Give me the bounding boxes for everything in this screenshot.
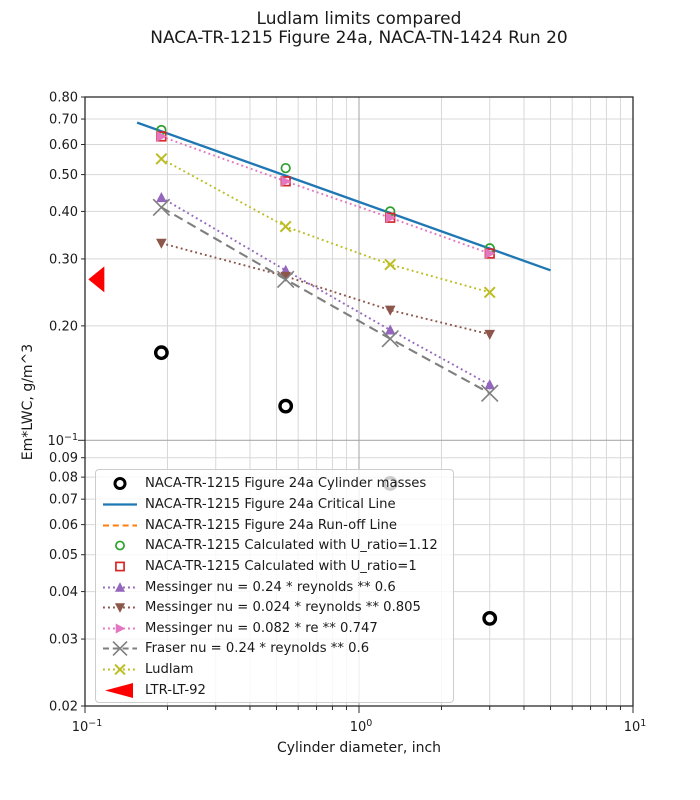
svg-text:0.70: 0.70 xyxy=(49,113,78,128)
ltr-lt-92-marker-icon xyxy=(100,681,140,700)
svg-text:0.07: 0.07 xyxy=(49,493,78,508)
messinger-nu-024-marker-icon xyxy=(100,578,140,597)
runoff-line-marker-icon xyxy=(100,516,140,535)
cylinder-masses-marker-icon xyxy=(100,474,140,493)
legend-item-label: NACA-TR-1215 Figure 24a Cylinder masses xyxy=(145,476,427,492)
legend-item-fraser: Fraser nu = 0.24 * reynolds ** 0.6 xyxy=(96,639,453,660)
svg-text:0.02: 0.02 xyxy=(49,700,78,715)
svg-text:101: 101 xyxy=(624,718,647,735)
legend-item-critical-line: NACA-TR-1215 Figure 24a Critical Line xyxy=(96,494,453,515)
calc-u-ratio-1-12-marker-icon xyxy=(100,536,140,555)
series-calc-u-ratio-1 xyxy=(156,131,495,259)
series-ltr-lt-92 xyxy=(88,266,105,293)
svg-text:10−1: 10−1 xyxy=(47,432,78,449)
legend-item-label: Fraser nu = 0.24 * reynolds ** 0.6 xyxy=(145,641,370,657)
legend-item-label: NACA-TR-1215 Calculated with U_ratio=1 xyxy=(145,558,417,574)
svg-text:0.80: 0.80 xyxy=(49,91,78,106)
chart-title-line1: Ludlam limits compared xyxy=(256,9,462,29)
svg-text:0.09: 0.09 xyxy=(49,451,78,466)
series-critical-line xyxy=(136,121,551,272)
x-axis-label: Cylinder diameter, inch xyxy=(276,740,442,756)
svg-text:10−1: 10−1 xyxy=(72,718,103,735)
svg-text:0.06: 0.06 xyxy=(49,518,78,533)
critical-line-marker-icon xyxy=(100,495,140,514)
legend-item-messinger-nu-0024: Messinger nu = 0.024 * reynolds ** 0.805 xyxy=(96,597,453,618)
svg-text:0.03: 0.03 xyxy=(49,633,78,648)
svg-text:0.30: 0.30 xyxy=(49,252,78,267)
legend-item-label: Messinger nu = 0.082 * re ** 0.747 xyxy=(145,620,378,636)
legend-item-label: LTR-LT-92 xyxy=(145,682,206,698)
svg-text:0.08: 0.08 xyxy=(49,471,78,486)
legend-item-label: Messinger nu = 0.024 * reynolds ** 0.805 xyxy=(145,600,421,616)
legend: NACA-TR-1215 Figure 24a Cylinder masses N… xyxy=(95,469,454,703)
legend-item-messinger-nu-024: Messinger nu = 0.24 * reynolds ** 0.6 xyxy=(96,577,453,598)
legend-item-label: Ludlam xyxy=(145,662,194,678)
svg-text:0.05: 0.05 xyxy=(49,548,78,563)
legend-item-runoff-line: NACA-TR-1215 Figure 24a Run-off Line xyxy=(96,515,453,536)
y-axis-label: Em*LWC, g/m^3 xyxy=(20,343,36,461)
chart-title-line2: NACA-TR-1215 Figure 24a, NACA-TN-1424 Ru… xyxy=(150,27,568,48)
messinger-nu-0024-marker-icon xyxy=(100,598,140,617)
calc-u-ratio-1-marker-icon xyxy=(100,557,140,576)
chart-title: Ludlam limits compared NACA-TR-1215 Figu… xyxy=(85,10,633,47)
legend-item-ludlam: Ludlam xyxy=(96,659,453,680)
legend-item-messinger-nu-0082: Messinger nu = 0.082 * re ** 0.747 xyxy=(96,618,453,639)
messinger-nu-0082-marker-icon xyxy=(100,619,140,638)
svg-text:0.20: 0.20 xyxy=(49,319,78,334)
svg-text:0.40: 0.40 xyxy=(49,205,78,220)
legend-item-label: Messinger nu = 0.24 * reynolds ** 0.6 xyxy=(145,579,396,595)
legend-item-calc-u-ratio-1-12: NACA-TR-1215 Calculated with U_ratio=1.1… xyxy=(96,535,453,556)
svg-text:0.04: 0.04 xyxy=(49,585,78,600)
svg-text:100: 100 xyxy=(350,718,373,735)
legend-item-cylinder-masses: NACA-TR-1215 Figure 24a Cylinder masses xyxy=(96,474,453,495)
series-messinger-nu-024 xyxy=(156,191,496,390)
ludlam-marker-icon xyxy=(100,660,140,679)
legend-item-ltr-lt-92: LTR-LT-92 xyxy=(96,680,453,701)
series-messinger-nu-0024 xyxy=(156,238,496,340)
legend-item-label: NACA-TR-1215 Figure 24a Critical Line xyxy=(145,496,396,512)
legend-item-label: NACA-TR-1215 Calculated with U_ratio=1.1… xyxy=(145,538,438,554)
fraser-marker-icon xyxy=(100,639,140,658)
svg-text:0.50: 0.50 xyxy=(49,168,78,183)
axis-ticks xyxy=(78,96,634,713)
svg-text:0.60: 0.60 xyxy=(49,138,78,153)
legend-item-label: NACA-TR-1215 Figure 24a Run-off Line xyxy=(145,517,397,533)
series-messinger-nu-0082 xyxy=(156,131,496,259)
series-ludlam xyxy=(155,152,496,299)
series-fraser xyxy=(152,198,499,402)
legend-item-calc-u-ratio-1: NACA-TR-1215 Calculated with U_ratio=1 xyxy=(96,556,453,577)
